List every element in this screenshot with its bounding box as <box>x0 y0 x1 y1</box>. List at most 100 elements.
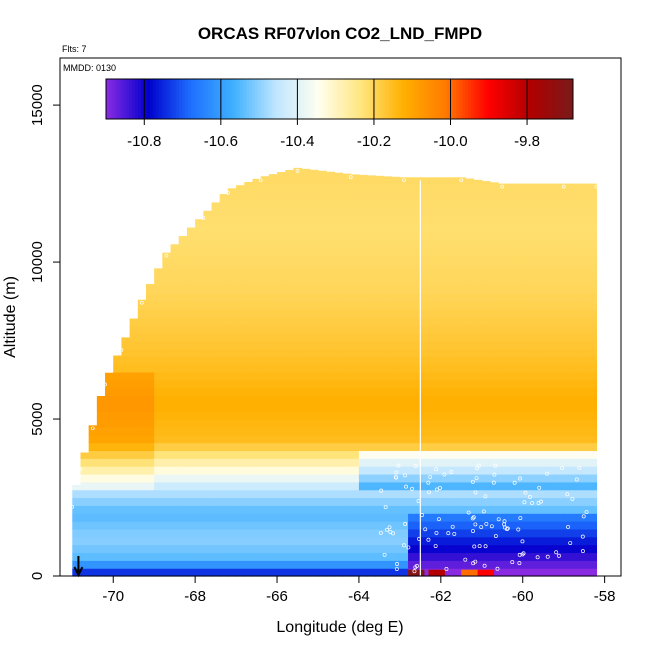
heatmap-cell <box>383 568 393 577</box>
heatmap-cell <box>571 230 581 240</box>
heatmap-cell <box>154 450 163 459</box>
heatmap-cell <box>399 324 409 334</box>
heatmap-cell <box>539 238 548 247</box>
heatmap-cell <box>293 403 303 412</box>
heatmap-cell <box>88 513 98 522</box>
heatmap-cell <box>358 395 368 404</box>
heatmap-cell <box>358 489 368 499</box>
colorbar-swatch <box>453 79 457 119</box>
heatmap-cell <box>473 348 483 357</box>
heatmap-cell <box>522 411 532 420</box>
heatmap-cell <box>399 395 409 404</box>
heatmap-cell <box>293 191 303 200</box>
heatmap-cell <box>432 442 442 452</box>
heatmap-cell <box>162 560 172 569</box>
heatmap-cell <box>72 521 82 530</box>
heatmap-cell <box>580 309 589 318</box>
heatmap-cell <box>154 434 163 444</box>
heatmap-cell <box>375 505 385 514</box>
colorbar-swatch <box>494 79 498 119</box>
heatmap-cell <box>129 318 139 326</box>
heatmap-cell <box>399 301 409 310</box>
heatmap-cell <box>555 285 565 295</box>
heatmap-cell <box>211 324 221 334</box>
heatmap-cell <box>309 419 319 428</box>
heatmap-cell <box>309 277 319 287</box>
heatmap-cell <box>408 177 417 185</box>
heatmap-cell <box>563 497 573 506</box>
heatmap-cell <box>563 262 573 271</box>
heatmap-cell <box>465 466 475 475</box>
heatmap-cell <box>277 434 286 444</box>
heatmap-cell <box>334 238 344 247</box>
heatmap-cell <box>530 521 540 530</box>
heatmap-cell <box>408 521 417 530</box>
heatmap-cell <box>186 332 196 342</box>
heatmap-cell <box>195 505 204 514</box>
heatmap-cell <box>244 544 254 554</box>
heatmap-cell <box>440 552 450 561</box>
colorbar-swatch <box>216 79 221 119</box>
heatmap-cell <box>326 324 335 334</box>
flight-point <box>426 537 431 542</box>
colorbar-swatch <box>380 79 384 119</box>
heatmap-cell <box>203 238 213 247</box>
heatmap-cell <box>367 379 376 389</box>
heatmap-cell <box>481 293 491 302</box>
heatmap-cell <box>129 536 139 546</box>
heatmap-cell <box>268 426 278 436</box>
heatmap-cell <box>203 210 213 216</box>
heatmap-cell <box>219 199 229 208</box>
heatmap-cell <box>571 356 581 365</box>
heatmap-cell <box>326 434 335 444</box>
heatmap-cell <box>457 481 466 491</box>
heatmap-cell <box>277 513 286 522</box>
heatmap-cell <box>571 450 581 459</box>
heatmap-cell <box>563 324 573 334</box>
heatmap-cell <box>236 324 245 334</box>
flight-point <box>402 543 406 548</box>
heatmap-cell <box>399 466 409 475</box>
heatmap-cell <box>367 481 376 491</box>
heatmap-cell <box>375 419 385 428</box>
heatmap-cell <box>129 497 139 506</box>
heatmap-cell <box>252 536 262 546</box>
heatmap-cell <box>514 183 524 193</box>
heatmap-cell <box>498 387 507 397</box>
heatmap-cell <box>563 254 573 263</box>
heatmap-cell <box>449 497 458 506</box>
heatmap-cell <box>498 317 507 326</box>
heatmap-cell <box>285 324 295 334</box>
heatmap-cell <box>514 434 524 444</box>
heatmap-cell <box>162 277 172 287</box>
heatmap-cell <box>457 262 466 271</box>
heatmap-cell <box>236 426 245 436</box>
heatmap-cell <box>105 505 114 514</box>
heatmap-cell <box>424 497 434 506</box>
heatmap-cell <box>227 434 237 444</box>
heatmap-cell <box>489 528 499 538</box>
heatmap-cell <box>440 348 450 357</box>
heatmap-cell <box>326 371 335 381</box>
heatmap-cell <box>432 340 442 349</box>
heatmap-cell <box>506 544 516 554</box>
heatmap-cell <box>277 262 286 271</box>
heatmap-cell <box>236 214 245 224</box>
heatmap-cell <box>432 277 442 287</box>
heatmap-cell <box>530 332 540 342</box>
heatmap-cell <box>506 419 516 428</box>
heatmap-cell <box>506 285 516 295</box>
heatmap-cell <box>236 560 245 569</box>
heatmap-cell <box>539 426 548 436</box>
heatmap-cell <box>244 434 254 444</box>
heatmap-cell <box>129 403 139 412</box>
heatmap-cell <box>301 497 311 506</box>
heatmap-cell <box>367 207 376 216</box>
colorbar-swatch <box>438 79 443 119</box>
heatmap-cell <box>571 254 581 263</box>
heatmap-cell <box>457 403 466 412</box>
heatmap-cell <box>285 536 295 546</box>
heatmap-cell <box>137 324 147 334</box>
heatmap-cell <box>391 426 401 436</box>
heatmap-cell <box>522 450 532 459</box>
